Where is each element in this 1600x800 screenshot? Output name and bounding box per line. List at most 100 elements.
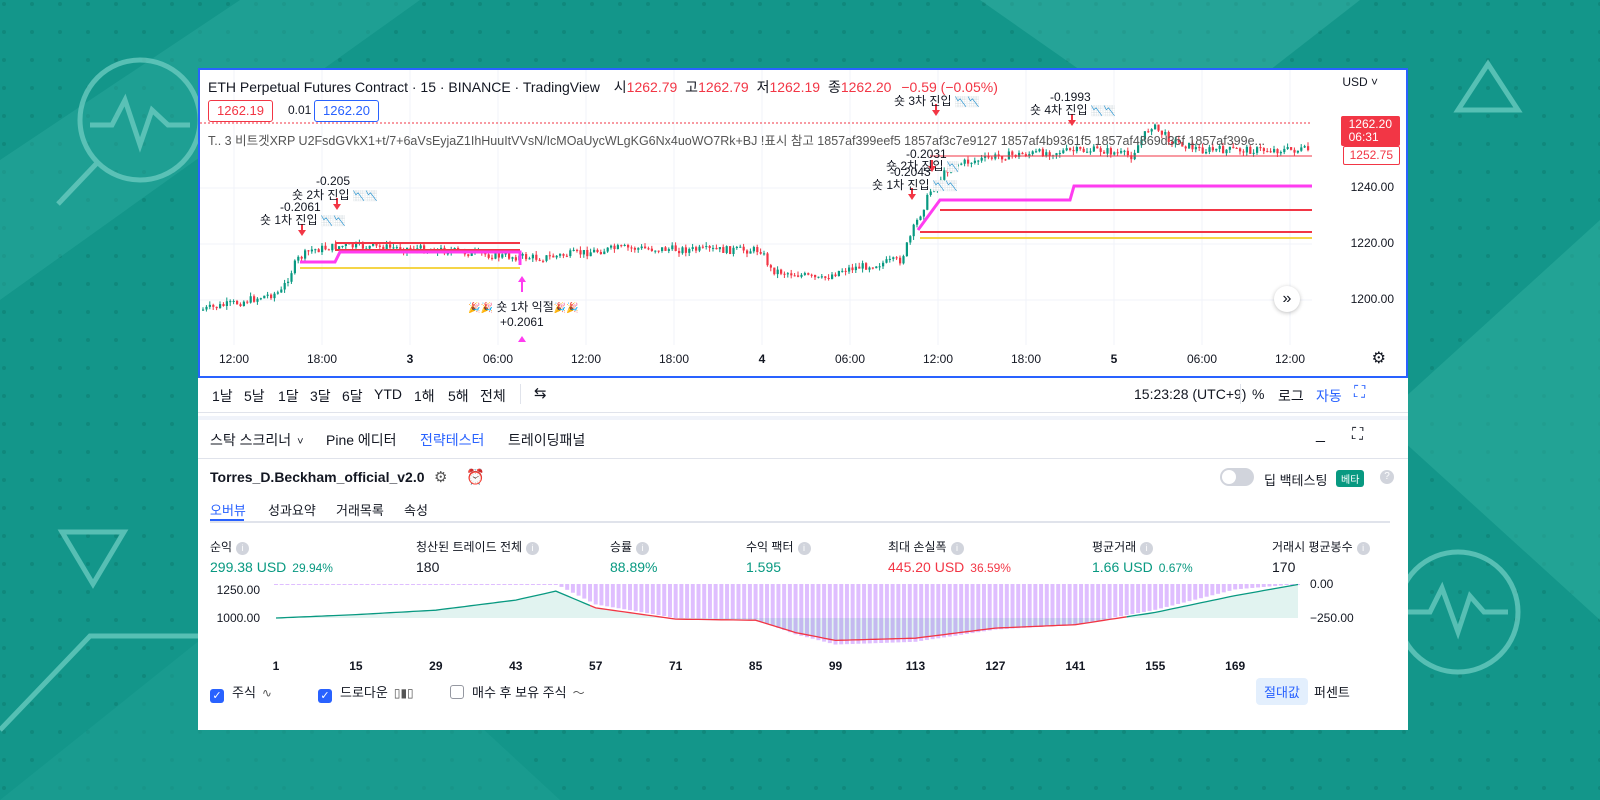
candle-body: [1157, 124, 1160, 131]
drawdown-bar: [862, 584, 867, 644]
candle-body: [613, 245, 616, 250]
candle-body: [844, 270, 847, 272]
maximize-panel-icon[interactable]: ⛶: [1352, 426, 1364, 443]
info-icon[interactable]: i: [526, 542, 540, 555]
legend-equity[interactable]: ✓ 주식 ∿: [210, 682, 272, 703]
candle-body: [1208, 147, 1211, 152]
tab-pine-editor[interactable]: Pine 에디터: [326, 432, 397, 448]
drawdown-bar: [782, 584, 787, 631]
currency-selector[interactable]: USD ˅: [1342, 75, 1378, 89]
candle-body: [892, 257, 895, 259]
absolute-mode-button[interactable]: 절대값: [1256, 678, 1308, 705]
strategy-name[interactable]: Torres_D.Beckham_official_v2.0: [210, 469, 425, 485]
equity-line: [275, 590, 591, 619]
candle-body: [521, 254, 524, 256]
tab-stock-screener[interactable]: 스탁 스크리너 ˅: [210, 430, 304, 450]
range-1y[interactable]: 1해: [414, 388, 435, 404]
drawdown-bar: [502, 584, 507, 585]
minimize-panel-icon[interactable]: _: [1316, 426, 1325, 443]
drawdown-bar: [308, 584, 313, 585]
metric-label: 수익 팩터: [746, 540, 794, 554]
candle-body: [967, 159, 970, 164]
scroll-to-realtime-button[interactable]: »: [1274, 286, 1300, 312]
candle-body: [392, 247, 395, 249]
candle-body: [297, 256, 300, 261]
alarm-clock-icon[interactable]: ⏰: [466, 469, 485, 486]
chart-settings-gear-icon[interactable]: ⚙: [1371, 350, 1386, 367]
subtab-performance[interactable]: 성과요약: [268, 503, 316, 518]
buy-price-button[interactable]: 1262.20: [314, 100, 379, 122]
drawdown-bar: [1039, 584, 1044, 627]
annotation-b4-label: 숏 4차 진입: [1030, 103, 1088, 117]
candle-body: [725, 246, 728, 253]
candle-body: [1184, 146, 1187, 149]
candle-body: [708, 246, 711, 248]
tab-strategy-tester[interactable]: 전략테스터: [420, 432, 485, 448]
date-range-calendar-icon[interactable]: ⇆: [534, 385, 547, 402]
range-1m[interactable]: 1달: [278, 388, 299, 404]
info-icon[interactable]: i: [636, 542, 650, 555]
info-icon[interactable]: i: [1356, 542, 1370, 555]
equity-drawdown-chart[interactable]: 1250.00 1000.00 0.00 −250.00 1 15 29 43 57 71 85 99…: [198, 578, 1408, 678]
help-icon[interactable]: ?: [1380, 470, 1394, 484]
sell-price-button[interactable]: 1262.19: [208, 100, 273, 122]
drawdown-bar: [1153, 584, 1158, 610]
candle-body: [769, 265, 772, 268]
metric-percent: 0.67%: [1158, 561, 1193, 575]
indicator-legend[interactable]: T.. 3 비트겟XRP U2FsdGVkX1+t/7+6aVsEyjaZ1Ih…: [208, 134, 1265, 148]
range-6m[interactable]: 6달: [342, 388, 363, 404]
candle-body: [1296, 150, 1299, 153]
timezone-clock[interactable]: 15:23:28 (UTC+9): [1134, 386, 1247, 402]
drawdown-bar: [382, 584, 387, 585]
range-ytd[interactable]: YTD: [374, 386, 402, 402]
candle-body: [1123, 150, 1126, 152]
drawdown-bar: [1250, 584, 1255, 588]
candle-body: [1058, 153, 1061, 155]
legend-drawdown[interactable]: ✓ 드로다운 ▯▮▯: [318, 682, 414, 703]
range-1d[interactable]: 1날: [212, 388, 233, 404]
subtab-trades[interactable]: 거래목록: [336, 503, 384, 518]
drawdown-bar: [450, 584, 455, 585]
info-icon[interactable]: i: [797, 542, 811, 555]
candle-body: [361, 242, 364, 249]
subtab-overview[interactable]: 오버뷰: [210, 503, 246, 518]
info-icon[interactable]: i: [1140, 542, 1154, 555]
symbol-title[interactable]: ETH Perpetual Futures Contract · 15 · BI…: [208, 79, 600, 95]
drawdown-bar: [804, 584, 809, 638]
legend-buy-hold[interactable]: 매수 후 보유 주식 〜: [450, 682, 585, 701]
checkbox-checked-icon[interactable]: ✓: [318, 689, 332, 703]
drawdown-bar: [1290, 584, 1295, 585]
range-all[interactable]: 전체: [480, 388, 506, 404]
range-5d[interactable]: 5날: [244, 388, 265, 404]
candle-body: [589, 252, 592, 257]
fullscreen-icon[interactable]: ⛶: [1354, 384, 1366, 401]
drawdown-bar: [605, 584, 610, 607]
price-chart[interactable]: ETH Perpetual Futures Contract · 15 · BI…: [198, 68, 1408, 378]
checkbox-unchecked-icon[interactable]: [450, 685, 464, 699]
strategy-settings-gear-icon[interactable]: ⚙: [434, 469, 448, 486]
candle-body: [1021, 152, 1024, 155]
change-value: −0.59 (−0.05%): [901, 79, 998, 95]
drawdown-bar: [536, 584, 541, 585]
percent-scale-toggle[interactable]: %: [1252, 386, 1265, 402]
auto-scale-toggle[interactable]: 자동: [1316, 388, 1342, 404]
chevron-down-icon: ˅: [1367, 75, 1378, 89]
info-icon[interactable]: i: [950, 542, 964, 555]
candle-body: [824, 276, 827, 278]
range-5y[interactable]: 5해: [448, 388, 469, 404]
tab-trading-panel[interactable]: 트레이딩패널: [508, 432, 586, 448]
subtab-properties[interactable]: 속성: [404, 503, 428, 518]
checkbox-checked-icon[interactable]: ✓: [210, 689, 224, 703]
deep-backtest-toggle[interactable]: [1220, 468, 1254, 486]
candle-body: [827, 277, 830, 279]
log-scale-toggle[interactable]: 로그: [1278, 388, 1304, 404]
line-price-tag: 1252.75: [1342, 146, 1400, 165]
range-3m[interactable]: 3달: [310, 388, 331, 404]
drawdown-bar: [525, 584, 530, 585]
drawdown-bar: [1027, 584, 1032, 628]
price-chart-canvas[interactable]: [200, 70, 1406, 376]
percent-mode-button[interactable]: 퍼센트: [1314, 685, 1350, 700]
info-icon[interactable]: i: [236, 542, 250, 555]
drawdown-bar: [850, 584, 855, 644]
drawdown-bar: [981, 584, 986, 632]
